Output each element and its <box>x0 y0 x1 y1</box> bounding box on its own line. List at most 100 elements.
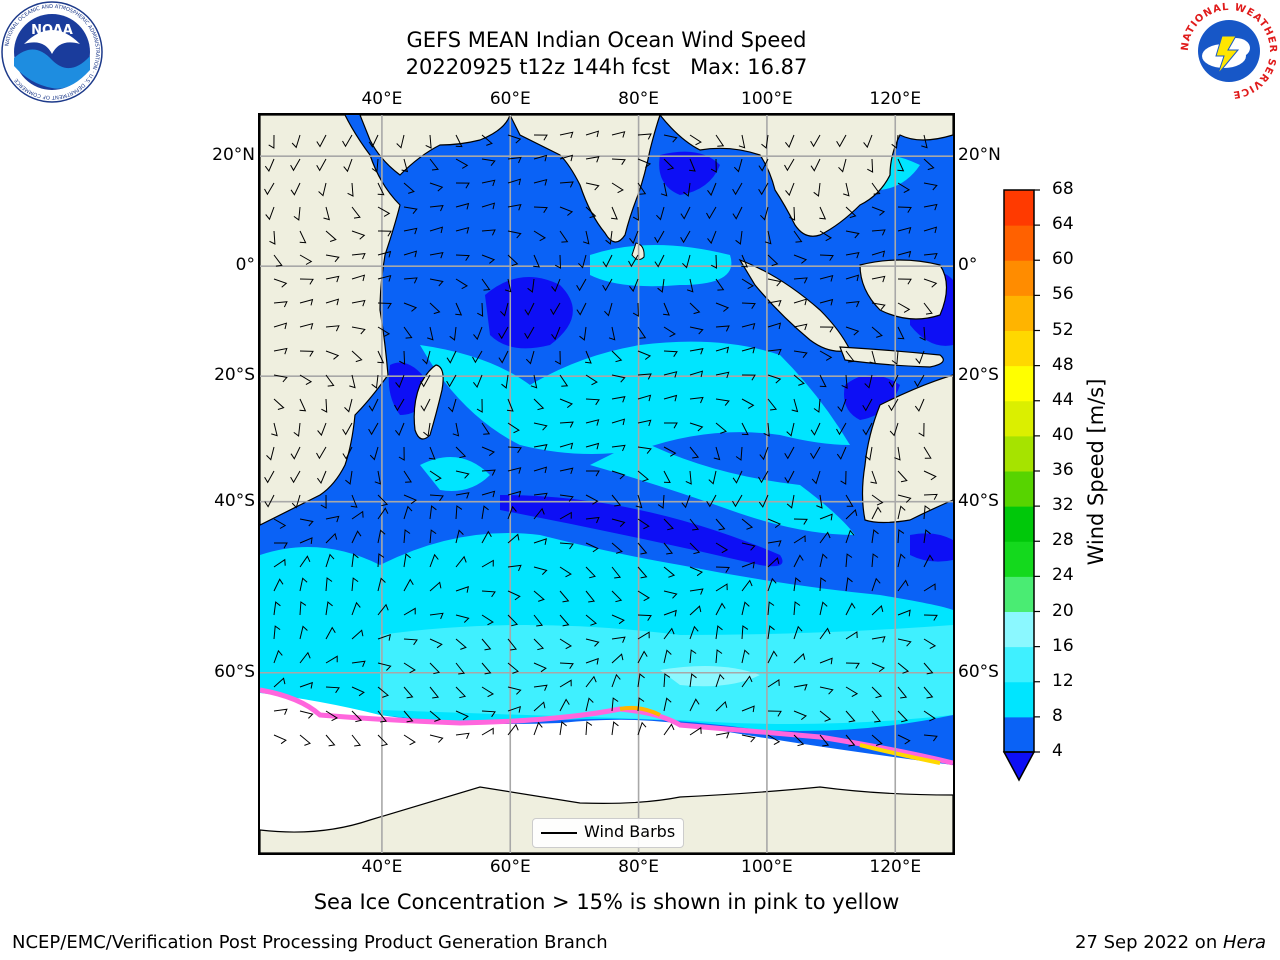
wind-barb-183 <box>299 298 314 306</box>
wind-barb-219 <box>551 326 561 341</box>
wind-barb-550 <box>377 633 391 641</box>
wind-barb-211 <box>351 326 366 335</box>
wind-barb-11 <box>559 131 574 139</box>
wind-barb-134 <box>377 250 392 258</box>
wind-barb-74 <box>843 182 850 197</box>
wind-barb-466 <box>897 529 905 544</box>
wind-barb-264 <box>371 374 379 389</box>
wind-barb-16 <box>689 134 702 146</box>
wind-barb-161 <box>403 277 418 284</box>
wind-barb-515 <box>819 577 827 592</box>
wind-barb-287 <box>299 398 307 412</box>
wind-barb-644 <box>793 710 807 720</box>
wind-barb-406 <box>681 494 691 509</box>
wind-barb-352 <box>637 446 652 454</box>
wind-barb-119 <box>654 230 665 244</box>
wind-barb-36 <box>533 154 548 162</box>
wind-barb-94 <box>680 206 691 220</box>
wind-barb-333 <box>810 422 821 436</box>
wind-barb-365 <box>290 470 301 484</box>
wind-barb-277 <box>715 371 730 379</box>
wind-barb-480 <box>585 566 596 579</box>
wind-barb-179 <box>871 275 886 283</box>
wind-barb-427 <box>559 511 572 520</box>
lat-tick-left-3: 40°S <box>214 490 255 511</box>
wind-barb-162 <box>429 278 444 287</box>
wind-barb-193 <box>550 302 561 316</box>
colorbar-tick-1: 8 <box>1052 705 1063 726</box>
wind-barb-570 <box>897 638 912 647</box>
colorbar-bin-10 <box>1004 365 1034 402</box>
wind-barb-614 <box>689 673 697 688</box>
wind-barb-259 <box>915 350 925 365</box>
wind-barb-234 <box>273 347 288 355</box>
wind-barb-49 <box>867 158 874 173</box>
wind-barb-305 <box>767 398 778 411</box>
wind-barb-214 <box>427 326 434 341</box>
wind-barb-14 <box>637 133 652 140</box>
wind-barb-429 <box>611 518 626 527</box>
wind-barb-394 <box>377 494 389 507</box>
wind-barb-632 <box>481 710 496 718</box>
wind-barb-348 <box>533 444 548 451</box>
wind-barb-509 <box>663 590 678 599</box>
wind-barb-467 <box>923 529 931 544</box>
wind-barb-523 <box>351 601 361 616</box>
wind-barb-491 <box>871 553 879 568</box>
wind-barb-221 <box>608 326 616 341</box>
wind-barb-416 <box>273 518 287 529</box>
wind-barb-401 <box>559 494 574 502</box>
wind-barb-152 <box>845 251 860 259</box>
wind-barb-599 <box>299 681 313 689</box>
wind-barb-470 <box>325 553 335 568</box>
wind-barb-294 <box>476 398 483 413</box>
map-legend: Wind Barbs <box>532 818 684 848</box>
wind-barb-199 <box>715 302 730 312</box>
wind-barb-319 <box>452 422 460 437</box>
colorbar-bin-11 <box>1004 330 1034 367</box>
wind-barb-566 <box>793 625 803 640</box>
wind-barb-465 <box>871 529 879 544</box>
colorbar-tick-4: 20 <box>1052 600 1074 621</box>
wind-barb-373 <box>507 467 522 474</box>
wind-barb-302 <box>689 396 704 404</box>
wind-barb-212 <box>377 326 391 338</box>
wind-barb-34 <box>481 158 496 167</box>
wind-barb-109 <box>403 227 418 235</box>
wind-barb-41 <box>663 158 675 171</box>
wind-barb-653 <box>351 734 362 747</box>
wind-barb-354 <box>689 446 700 459</box>
wind-barb-387 <box>870 470 878 484</box>
wind-barb-317 <box>395 422 405 436</box>
wind-barb-339 <box>290 446 301 460</box>
wind-barb-517 <box>871 577 881 592</box>
wind-barb-274 <box>637 373 652 380</box>
wind-barb-174 <box>741 278 755 290</box>
wind-barb-5 <box>396 134 405 149</box>
wind-barb-325 <box>611 418 626 426</box>
wind-barb-37 <box>559 154 574 162</box>
wind-barb-656 <box>429 734 444 743</box>
wind-barb-206 <box>897 302 911 313</box>
wind-barb-118 <box>629 230 639 245</box>
wind-barb-115 <box>559 230 569 243</box>
wind-barb-19 <box>761 134 769 149</box>
wind-barb-569 <box>871 636 886 643</box>
wind-barb-584 <box>585 657 599 665</box>
wind-barb-191 <box>500 302 509 317</box>
gridlines <box>260 115 953 853</box>
wind-barb-312 <box>271 422 278 437</box>
wind-barb-149 <box>767 254 779 267</box>
wind-barb-442 <box>274 542 288 549</box>
colorbar-bin-15 <box>1004 190 1034 226</box>
wind-barb-506 <box>585 590 596 603</box>
colorbar-tick-12: 52 <box>1052 319 1074 340</box>
wind-barb-501 <box>455 586 469 593</box>
colorbar-bin-6 <box>1004 506 1034 542</box>
wind-barb-91 <box>611 206 618 220</box>
wind-barb-672 <box>845 734 856 747</box>
wind-barb-125 <box>819 230 833 242</box>
wind-barb-642 <box>741 705 755 713</box>
wind-barb-13 <box>611 131 626 138</box>
wind-barb-510 <box>689 588 704 595</box>
